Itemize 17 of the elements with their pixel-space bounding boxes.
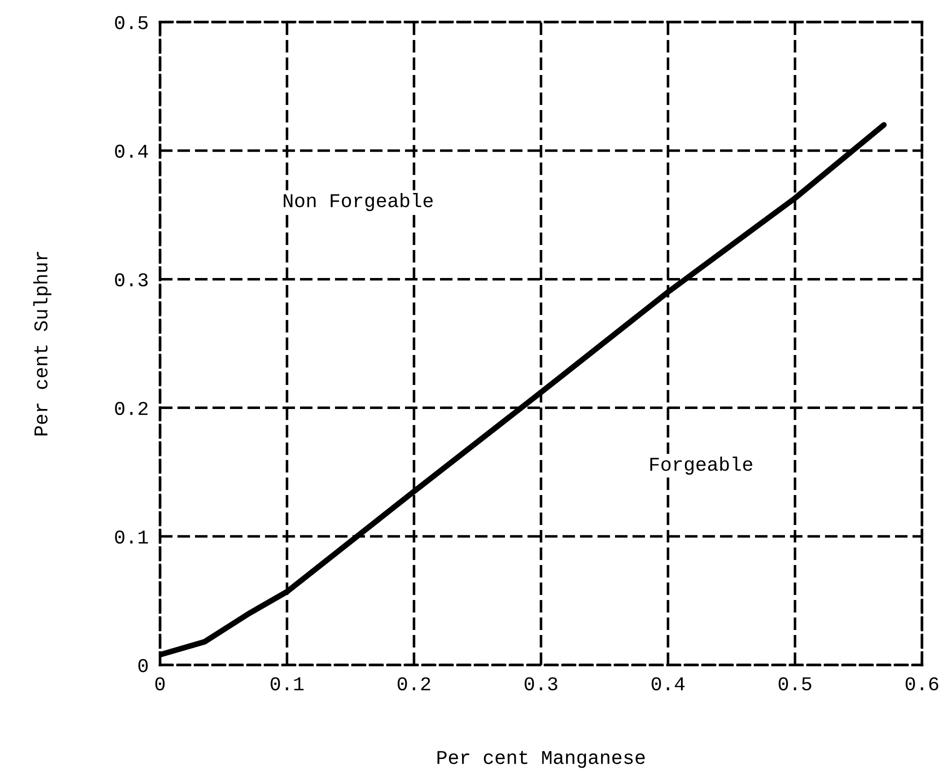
y-tick-label: 0 bbox=[138, 659, 148, 672]
x-axis-title: Per cent Manganese bbox=[438, 750, 645, 768]
y-axis-title: Per cent Sulphur bbox=[33, 252, 52, 436]
x-tick-label: 0.2 bbox=[398, 677, 430, 690]
y-tick-label: 0.1 bbox=[115, 530, 148, 544]
y-tick-label: 0.5 bbox=[115, 16, 148, 30]
x-tick-label: 0 bbox=[155, 677, 165, 690]
y-tick-label: 0.3 bbox=[115, 273, 148, 286]
x-tick-label: 0.3 bbox=[524, 677, 558, 690]
x-tick-label: 0.6 bbox=[906, 677, 938, 690]
annotation: Non Forgeable bbox=[284, 192, 433, 212]
x-tick-label: 0.4 bbox=[652, 677, 685, 690]
annotation: Forgeable bbox=[650, 456, 752, 475]
x-tick-label: 0.5 bbox=[778, 677, 812, 690]
x-tick-label: 0.1 bbox=[270, 677, 304, 690]
y-tick-label: 0.2 bbox=[115, 402, 148, 416]
y-tick-label: 0.4 bbox=[115, 144, 148, 158]
